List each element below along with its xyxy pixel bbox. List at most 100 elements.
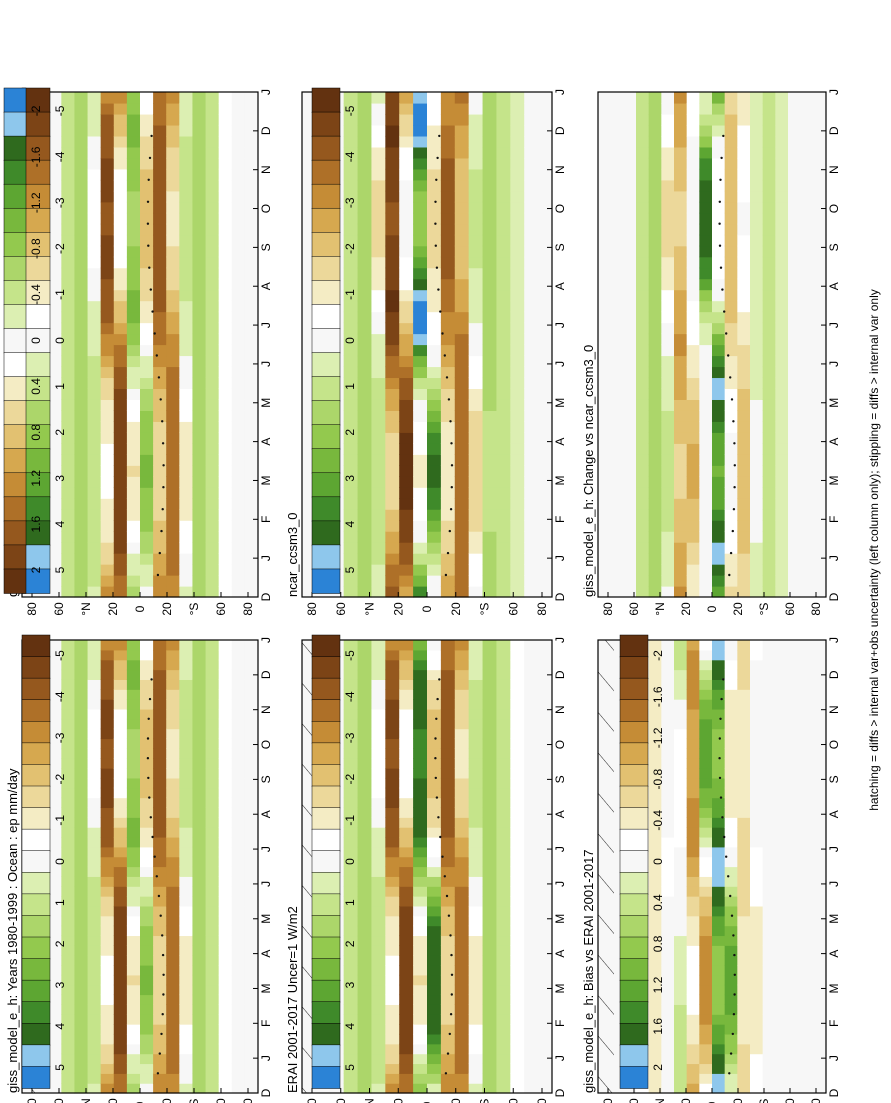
heat-cell: [724, 649, 738, 661]
x-tick-label: D: [259, 1088, 273, 1097]
heat-cell: [192, 190, 207, 203]
heat-cell: [623, 256, 637, 269]
heat-cell: [686, 531, 700, 543]
heat-cell: [762, 758, 776, 769]
heat-cell: [192, 476, 207, 488]
heat-cell: [192, 827, 207, 838]
heat-cell: [468, 817, 484, 828]
heat-cell: [48, 787, 62, 799]
y-tick-label: 60: [506, 602, 520, 616]
heat-cell: [413, 807, 428, 818]
heat-cell: [244, 856, 259, 868]
heat-cell: [140, 708, 154, 720]
heat-cell: [179, 1043, 194, 1055]
heat-cell: [440, 856, 456, 868]
heat-cell: [440, 509, 456, 521]
heat-cell: [538, 355, 553, 368]
heat-cell: [244, 886, 259, 897]
heat-cell: [750, 846, 764, 858]
heat-cell: [686, 1073, 700, 1084]
heat-cell: [427, 1004, 442, 1015]
heat-cell: [343, 399, 359, 411]
heat-cell: [302, 157, 317, 170]
heat-cell: [192, 564, 207, 576]
heat-cell: [192, 223, 207, 236]
heat-cell: [482, 807, 498, 818]
heat-cell: [302, 311, 317, 324]
heat-cell: [468, 256, 484, 269]
heat-cell: [648, 718, 662, 730]
heat-cell: [244, 836, 259, 848]
heat-cell: [153, 787, 167, 799]
colorbar-swatch: [311, 280, 341, 306]
stippling: [434, 678, 454, 1075]
heat-cell: [357, 1053, 373, 1065]
heat-cell: [775, 856, 789, 868]
heat-cell: [140, 886, 154, 897]
heat-cell: [468, 92, 484, 104]
x-tick-label: J: [553, 361, 567, 367]
heat-cell: [113, 223, 128, 236]
heat-cell: [357, 311, 373, 324]
heat-cell: [538, 245, 553, 258]
heat-cell: [166, 964, 180, 976]
heat-cell: [800, 689, 814, 700]
colorbar-swatch: [21, 111, 51, 137]
heat-cell: [454, 190, 470, 203]
heat-cell: [205, 679, 220, 690]
heat-cell: [166, 1053, 180, 1065]
heat-cell: [166, 945, 180, 956]
heat-cell: [712, 728, 726, 740]
heat-cell: [113, 399, 128, 411]
heat-cell: [61, 689, 76, 700]
heat-cell: [218, 955, 233, 966]
heat-cell: [427, 553, 442, 565]
heat-cell: [636, 531, 650, 543]
heat-cell: [686, 553, 700, 565]
heat-cell: [371, 955, 386, 966]
heat-cell: [538, 1014, 553, 1025]
stipple-dot: [161, 953, 165, 957]
heat-cell: [302, 399, 317, 411]
heat-cell: [399, 344, 414, 357]
heat-cell: [48, 886, 62, 897]
heat-cell: [357, 1014, 373, 1025]
heat-cell: [788, 836, 802, 848]
heat-cell: [371, 925, 386, 937]
heat-cell: [166, 708, 180, 720]
heat-cell: [357, 388, 373, 400]
heat-cell: [440, 168, 456, 181]
heat-cell: [371, 487, 386, 499]
heat-cell: [87, 994, 102, 1005]
heat-cell: [813, 1024, 827, 1035]
heat-cell: [699, 738, 713, 749]
heat-cell: [482, 758, 498, 769]
heat-cell: [648, 168, 662, 181]
heat-cell: [813, 640, 827, 651]
heat-cell: [231, 807, 246, 818]
heat-cell: [454, 748, 470, 759]
heat-cell: [166, 955, 180, 966]
heat-cell: [623, 366, 637, 379]
heat-cell: [610, 777, 624, 789]
heat-cell: [674, 124, 688, 137]
heat-cell: [413, 157, 428, 170]
heat-cell: [510, 955, 525, 966]
heat-cell: [538, 974, 553, 986]
heat-cell: [661, 974, 675, 986]
heat-cell: [166, 748, 180, 759]
heat-cell: [598, 256, 612, 269]
heat-cell: [357, 102, 373, 115]
heat-cell: [100, 256, 115, 269]
heat-cell: [179, 768, 194, 779]
heat-cell: [636, 509, 650, 521]
heat-cell: [113, 113, 128, 126]
heat-cell: [231, 905, 246, 917]
heat-cell: [100, 564, 115, 576]
heat-cell: [371, 1073, 386, 1084]
heat-cell: [468, 659, 484, 671]
heat-cell: [100, 866, 115, 877]
heat-cell: [674, 553, 688, 565]
heat-cell: [674, 768, 688, 779]
heat-cell: [510, 355, 525, 368]
